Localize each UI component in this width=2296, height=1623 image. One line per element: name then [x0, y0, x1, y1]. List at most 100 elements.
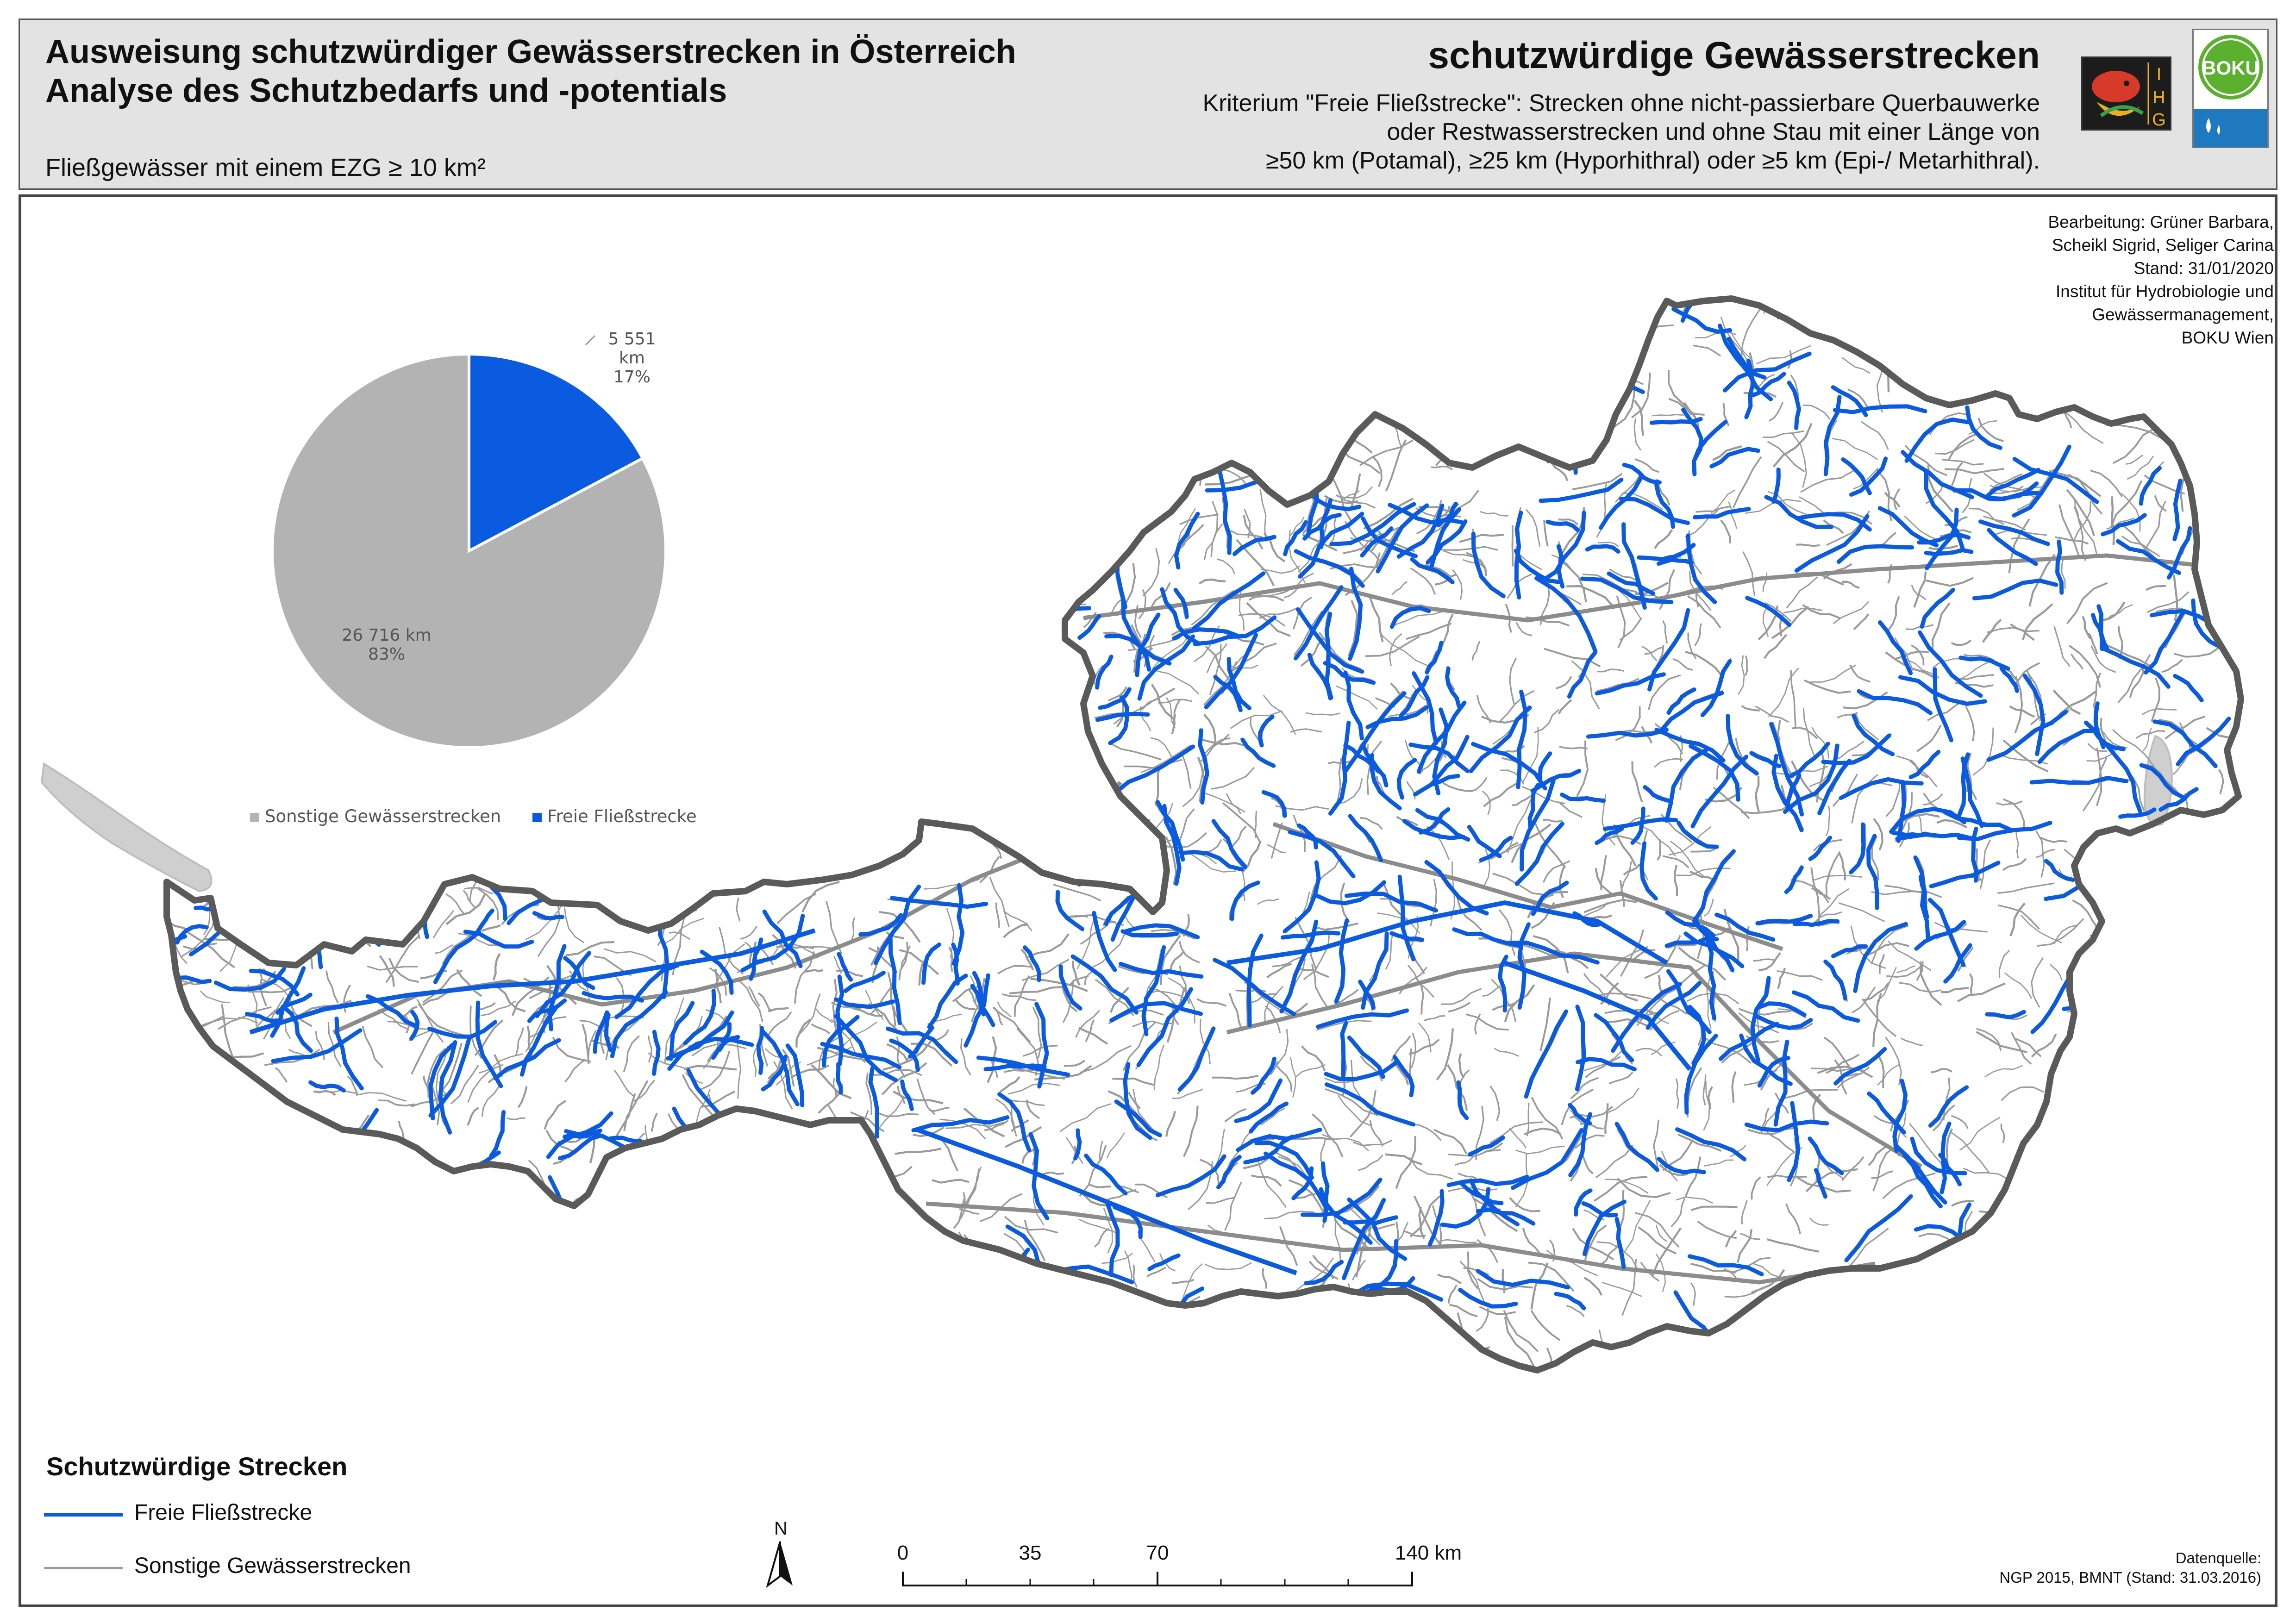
river-segment-other — [1913, 571, 1927, 608]
river-segment-freeflow — [1191, 571, 1266, 631]
river-segment-freeflow — [245, 1011, 280, 1023]
river-segment-freeflow — [1254, 1141, 1314, 1180]
river-segment-other — [2105, 604, 2133, 621]
river-segment-other — [1721, 1039, 1757, 1064]
river-segment-other — [247, 984, 258, 1026]
river-segment-freeflow — [1621, 522, 1647, 610]
river-segment-other — [1095, 979, 1134, 1017]
river-segment-other — [1409, 1195, 1441, 1238]
river-segment-freeflow — [1520, 778, 1556, 872]
river-segment-other — [1151, 582, 1171, 608]
river-segment-freeflow — [1594, 1013, 1634, 1062]
river-segment-other — [1528, 1261, 1575, 1292]
river-segment-other — [1411, 1033, 1416, 1068]
river-segment-freeflow — [2116, 539, 2181, 575]
river-segment-freeflow — [1866, 834, 1879, 910]
river-segment-freeflow — [1123, 1062, 1152, 1140]
river-segment-other — [1659, 1164, 1688, 1177]
river-segment-other — [2012, 662, 2040, 687]
river-segment-other — [1337, 486, 1373, 499]
river-segment-other — [1020, 949, 1034, 971]
river-segment-other — [1080, 924, 1108, 945]
river-segment-other — [1773, 423, 1813, 468]
river-segment-other — [1288, 1179, 1326, 1217]
river-segment-other — [1792, 726, 1818, 739]
river-segment-other — [1927, 699, 1965, 721]
river-segment-other — [1183, 1105, 1199, 1157]
river-segment-freeflow — [1358, 980, 1376, 1010]
river-segment-freeflow — [1771, 467, 1781, 504]
river-segment-other — [388, 958, 419, 983]
river-segment-freeflow — [843, 970, 886, 993]
river-segment-other — [1602, 794, 1616, 846]
river-segment-other — [2068, 474, 2103, 515]
river-segment-other — [2088, 632, 2098, 655]
river-segment-freeflow — [1471, 531, 1506, 599]
river-segment-freeflow — [868, 1066, 879, 1139]
river-segment-other — [1853, 468, 1879, 490]
river-segment-other — [1987, 627, 2039, 633]
river-segment-other — [529, 986, 554, 999]
river-segment-freeflow — [1580, 576, 1674, 605]
river-segment-other — [1140, 744, 1191, 774]
river-segment-other — [1691, 1205, 1738, 1211]
river-segment-other — [2036, 849, 2055, 858]
credit-line: BOKU Wien — [2181, 328, 2274, 347]
river-segment-other — [1893, 650, 1929, 660]
river-segment-other — [442, 933, 472, 964]
river-segment-other — [1878, 1055, 1885, 1088]
river-segment-freeflow — [1137, 634, 1195, 701]
river-segment-other — [1395, 1136, 1416, 1189]
river-segment-freeflow — [997, 1092, 1032, 1152]
river-segment-other — [1437, 1239, 1476, 1243]
river-segment-other — [2039, 836, 2068, 843]
river-segment-freeflow — [1162, 804, 1182, 886]
river-segment-freeflow — [1637, 543, 1696, 562]
river-segment-other — [1582, 574, 1637, 593]
river-segment-other — [1571, 660, 1600, 710]
river-segment-other — [1205, 473, 1256, 486]
river-segment-other — [1444, 546, 1498, 551]
river-segment-other — [1507, 799, 1532, 853]
river-segment-other — [1741, 1200, 1748, 1224]
river-segment-freeflow — [1896, 780, 1906, 843]
river-segment-other — [1337, 1094, 1372, 1127]
river-segment-other — [669, 931, 690, 940]
river-segment-freeflow — [281, 1004, 313, 1053]
river-segment-freeflow — [1479, 836, 1513, 862]
river-segment-other — [1951, 639, 1972, 646]
river-segment-other — [1605, 1018, 1649, 1027]
river-segment-other — [2082, 616, 2091, 640]
river-segment-other — [2049, 470, 2102, 497]
river-segment-other — [1997, 882, 2055, 894]
river-segment-other — [1290, 728, 1322, 733]
river-segment-freeflow — [1213, 958, 1296, 1016]
river-segment-other — [1745, 499, 1802, 514]
river-segment-other — [1662, 855, 1689, 868]
river-segment-freeflow — [1602, 817, 1678, 831]
river-segment-other — [1624, 1200, 1651, 1252]
river-segment-freeflow — [1156, 800, 1185, 862]
north-label: N — [774, 1518, 788, 1539]
river-segment-freeflow — [1073, 1128, 1082, 1161]
river-segment-other — [2136, 730, 2165, 739]
river-segment-other — [810, 1064, 852, 1099]
river-segment-other — [1647, 674, 1681, 711]
criterion-line3: ≥50 km (Potamal), ≥25 km (Hyporhithral) … — [1265, 147, 2040, 174]
river-segment-other — [1360, 1055, 1383, 1081]
river-segment-other — [1531, 1097, 1564, 1140]
river-segment-other — [1171, 714, 1176, 734]
river-segment-freeflow — [1723, 351, 1812, 393]
river-segment-other — [1764, 602, 1792, 622]
river-segment-other — [1203, 713, 1217, 745]
river-segment-other — [1359, 439, 1414, 466]
river-segment-other — [588, 1030, 597, 1056]
river-segment-other — [1289, 1056, 1296, 1098]
river-segment-other — [1569, 1109, 1583, 1124]
river-segment-freeflow — [1440, 1187, 1491, 1229]
river-segment-freeflow — [951, 883, 965, 966]
river-segment-other — [1852, 986, 1876, 1013]
legend-swatch-freeflow — [44, 1513, 123, 1517]
river-segment-other — [1583, 1277, 1603, 1296]
river-segment-other — [1615, 706, 1641, 741]
